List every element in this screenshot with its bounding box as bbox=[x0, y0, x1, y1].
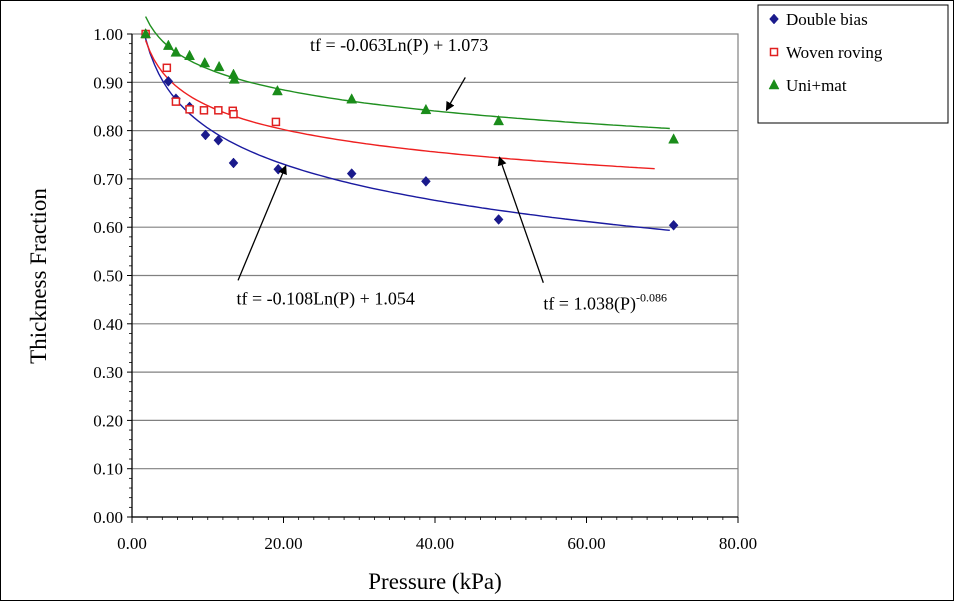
data-point-woven-roving bbox=[162, 63, 172, 73]
trendline-double-bias bbox=[144, 38, 670, 231]
x-tick-label: 20.00 bbox=[264, 534, 302, 553]
y-tick-label: 0.90 bbox=[93, 73, 123, 92]
annotation-equation: tf = -0.063Ln(P) + 1.073 bbox=[310, 35, 488, 56]
annotation-equation: tf = -0.108Ln(P) + 1.054 bbox=[237, 288, 415, 309]
data-point-uni-mat bbox=[346, 93, 358, 104]
data-point-uni-mat bbox=[272, 84, 283, 96]
axes: 0.00 0.10 0.20 0.30 0.40 0.50 0.60 0.70 0.80 0.90… bbox=[93, 25, 757, 553]
annotation-equation-base: tf = 1.038(P) bbox=[543, 293, 636, 314]
data-point-woven-roving bbox=[214, 106, 223, 115]
y-tick-label: 0.10 bbox=[93, 460, 123, 479]
data-point-double-bias bbox=[228, 157, 239, 169]
x-tick-label: 40.00 bbox=[416, 534, 454, 553]
data-point-uni-mat bbox=[668, 133, 680, 144]
legend-label-uni-mat: Uni+mat bbox=[786, 76, 847, 95]
y-tick-label: 0.80 bbox=[93, 122, 123, 141]
annotation-arrow bbox=[497, 156, 544, 283]
y-tick-label: 0.50 bbox=[93, 267, 123, 286]
data-point-woven-roving bbox=[185, 105, 194, 114]
x-axis-title: Pressure (kPa) bbox=[368, 569, 502, 594]
data-point-woven-roving bbox=[171, 97, 181, 106]
y-tick-label: 0.70 bbox=[93, 170, 123, 189]
annotation-equation-exponent: -0.086 bbox=[636, 290, 667, 304]
legend: Double bias Woven roving Uni+mat bbox=[757, 4, 949, 124]
y-tick-label: 0.20 bbox=[93, 411, 123, 430]
legend-marker-double-bias bbox=[769, 13, 779, 25]
data-point-double-bias bbox=[346, 168, 357, 179]
x-tick-label: 0.00 bbox=[117, 534, 147, 553]
data-point-uni-mat bbox=[170, 46, 182, 57]
annotation-equation: tf = 1.038(P)-0.086 bbox=[543, 290, 667, 314]
legend-box bbox=[757, 4, 949, 124]
legend-marker-woven-roving bbox=[769, 47, 779, 57]
annotation-arrow bbox=[237, 165, 287, 281]
data-point-woven-roving bbox=[229, 109, 238, 119]
y-tick-label: 0.30 bbox=[93, 363, 123, 382]
x-tick-label: 80.00 bbox=[719, 534, 757, 553]
data-point-uni-mat bbox=[228, 73, 240, 84]
data-point-double-bias bbox=[493, 214, 504, 225]
y-tick-label: 0.60 bbox=[93, 218, 123, 237]
data-point-double-bias bbox=[163, 75, 174, 87]
data-point-double-bias bbox=[421, 175, 431, 187]
y-tick-label: 1.00 bbox=[93, 25, 123, 44]
data-point-uni-mat bbox=[140, 27, 152, 39]
data-point-uni-mat bbox=[213, 60, 225, 72]
data-point-uni-mat bbox=[162, 39, 174, 50]
data-point-woven-roving bbox=[199, 106, 209, 115]
y-tick-label: 0.40 bbox=[93, 315, 123, 334]
data-point-uni-mat bbox=[493, 114, 505, 126]
legend-label-woven-roving: Woven roving bbox=[786, 43, 883, 62]
x-tick-label: 60.00 bbox=[567, 534, 605, 553]
y-tick-label: 0.00 bbox=[93, 508, 123, 527]
data-point-double-bias bbox=[200, 129, 211, 141]
y-axis-title: Thickness Fraction bbox=[26, 188, 51, 364]
legend-marker-uni-mat bbox=[768, 78, 780, 90]
data-point-uni-mat bbox=[184, 49, 195, 60]
data-points bbox=[140, 27, 680, 231]
annotations: tf = -0.063Ln(P) + 1.073 tf = -0.108Ln(P)… bbox=[237, 35, 667, 314]
data-point-double-bias bbox=[213, 134, 224, 146]
annotation-arrow bbox=[445, 77, 466, 112]
data-point-uni-mat bbox=[420, 103, 432, 115]
legend-label-double-bias: Double bias bbox=[786, 10, 868, 29]
data-point-uni-mat bbox=[199, 56, 211, 68]
data-point-woven-roving bbox=[271, 117, 281, 127]
data-point-double-bias bbox=[668, 219, 679, 231]
